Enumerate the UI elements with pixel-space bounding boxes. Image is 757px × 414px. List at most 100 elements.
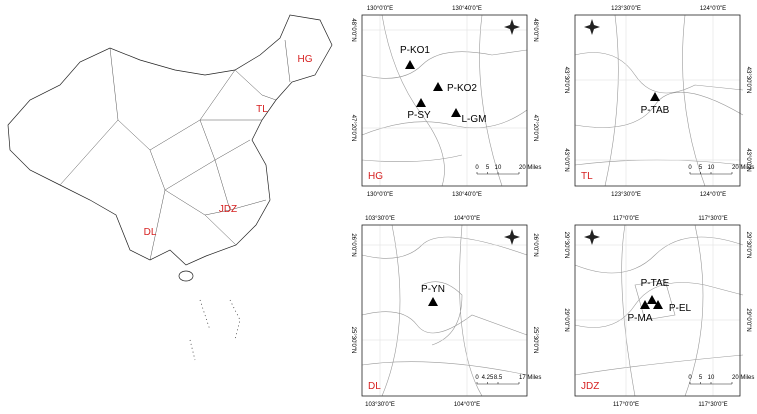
x-tick-label: 117°0'0"E bbox=[613, 216, 639, 222]
scale-label: 8.5 bbox=[494, 375, 503, 381]
scale-label: 10 bbox=[708, 165, 715, 171]
site-label: L-GM bbox=[462, 114, 487, 125]
map-frame bbox=[574, 224, 741, 397]
scale-label: 5 bbox=[699, 165, 703, 171]
scale-label: 17 Miles bbox=[519, 375, 541, 381]
site-marker bbox=[428, 297, 438, 306]
x-tick-label: 117°30'0"E bbox=[698, 402, 727, 408]
x-tick-label: 130°40'0"E bbox=[452, 192, 482, 198]
scale-label: 20 Miles bbox=[519, 165, 541, 171]
scale-label: 4.25 bbox=[482, 375, 494, 381]
site-label: P-YN bbox=[421, 284, 445, 295]
y-tick-label: 25°30'0"N bbox=[350, 327, 356, 354]
x-tick-label: 103°30'0"E bbox=[365, 216, 395, 222]
site-label: P-KO1 bbox=[400, 45, 430, 56]
y-tick-label: 47°20'0"N bbox=[532, 115, 538, 142]
panel-label: HG bbox=[368, 171, 383, 182]
site-marker bbox=[433, 82, 443, 91]
y-tick-label: 48°0'0"N bbox=[532, 18, 538, 41]
map-lines bbox=[574, 224, 744, 397]
scale-label: 0 bbox=[475, 165, 479, 171]
y-tick-label: 29°30'0"N bbox=[745, 232, 751, 259]
scale-label: 20 Miles bbox=[732, 375, 754, 381]
region-label: TL bbox=[256, 104, 268, 115]
x-tick-label: 124°0'0"E bbox=[700, 6, 726, 12]
x-tick-label: 123°30'0"E bbox=[611, 6, 641, 12]
y-tick-label: 26°0'0"N bbox=[350, 233, 356, 256]
y-tick-label: 43°30'0"N bbox=[745, 67, 751, 94]
panel-label: TL bbox=[581, 171, 593, 182]
china-map bbox=[7, 14, 333, 361]
y-tick-label: 26°0'0"N bbox=[532, 233, 538, 256]
site-marker bbox=[653, 300, 663, 309]
inset-map: 117°0'0"E 117°0'0"E 117°30'0"E 117°30'0"E 29… bbox=[563, 216, 754, 408]
china-outline bbox=[7, 14, 333, 266]
province-lines bbox=[59, 39, 291, 261]
map-frame bbox=[361, 224, 528, 397]
compass bbox=[584, 229, 600, 245]
site-marker bbox=[416, 98, 426, 107]
y-tick-label: 43°30'0"N bbox=[563, 67, 569, 94]
compass bbox=[584, 19, 600, 35]
x-tick-label: 104°0'0"E bbox=[454, 216, 480, 222]
map-lines bbox=[361, 14, 528, 187]
scale-label: 0 bbox=[688, 165, 692, 171]
site-marker bbox=[451, 108, 461, 117]
site-label: P-MA bbox=[628, 313, 653, 324]
region-label: JDZ bbox=[219, 204, 237, 215]
islands bbox=[189, 299, 241, 361]
site-marker bbox=[640, 300, 650, 309]
site-label: P-EL bbox=[669, 303, 692, 314]
scale-label: 20 Miles bbox=[732, 165, 754, 171]
scale-label: 10 bbox=[495, 165, 502, 171]
panel-label: JDZ bbox=[581, 381, 599, 392]
compass bbox=[504, 229, 520, 245]
scale-bar bbox=[476, 172, 520, 175]
map-lines bbox=[574, 14, 744, 187]
scale-bar bbox=[476, 382, 520, 385]
inset-map: 103°30'0"E 103°30'0"E 104°0'0"E 104°0'0"E 26… bbox=[350, 216, 541, 408]
map-frame bbox=[574, 14, 741, 187]
x-tick-label: 130°40'0"E bbox=[452, 6, 482, 12]
hainan bbox=[178, 270, 194, 282]
y-tick-label: 43°0'0"N bbox=[563, 148, 569, 171]
y-tick-label: 29°30'0"N bbox=[563, 232, 569, 259]
x-tick-label: 103°30'0"E bbox=[365, 402, 395, 408]
scale-bar bbox=[689, 382, 733, 385]
x-tick-label: 117°0'0"E bbox=[613, 402, 639, 408]
x-tick-label: 104°0'0"E bbox=[454, 402, 480, 408]
site-label: P-SY bbox=[407, 110, 431, 121]
inset-map: 123°30'0"E 123°30'0"E 124°0'0"E 124°0'0"E 43… bbox=[563, 6, 754, 198]
x-tick-label: 130°0'0"E bbox=[367, 192, 393, 198]
map-lines bbox=[361, 224, 528, 397]
site-label: P-KO2 bbox=[447, 83, 477, 94]
x-tick-label: 117°30'0"E bbox=[698, 216, 727, 222]
x-tick-label: 124°0'0"E bbox=[700, 192, 726, 198]
site-label: P-TAB bbox=[641, 105, 670, 116]
region-label: HG bbox=[298, 54, 313, 65]
scale-label: 0 bbox=[688, 375, 692, 381]
y-tick-label: 25°30'0"N bbox=[532, 327, 538, 354]
site-label: P-TAE bbox=[641, 278, 670, 289]
panel-label: DL bbox=[368, 381, 381, 392]
y-tick-label: 29°0'0"N bbox=[745, 308, 751, 331]
site-marker bbox=[650, 92, 660, 101]
scale-label: 5 bbox=[486, 165, 490, 171]
site-marker bbox=[405, 60, 415, 69]
x-tick-label: 123°30'0"E bbox=[611, 192, 641, 198]
region-label: DL bbox=[144, 227, 157, 238]
y-tick-label: 47°20'0"N bbox=[350, 115, 356, 142]
site-marker bbox=[647, 295, 657, 304]
scale-label: 0 bbox=[475, 375, 479, 381]
y-tick-label: 43°0'0"N bbox=[745, 148, 751, 171]
y-tick-label: 29°0'0"N bbox=[563, 308, 569, 331]
scale-label: 5 bbox=[699, 375, 703, 381]
inset-map: 130°0'0"E 130°0'0"E 130°40'0"E 130°40'0"E 48… bbox=[350, 6, 541, 198]
x-tick-label: 130°0'0"E bbox=[367, 6, 393, 12]
scale-bar bbox=[689, 172, 733, 175]
scale-label: 10 bbox=[708, 375, 715, 381]
y-tick-label: 48°0'0"N bbox=[350, 18, 356, 41]
map-frame bbox=[361, 14, 528, 187]
compass bbox=[504, 19, 520, 35]
